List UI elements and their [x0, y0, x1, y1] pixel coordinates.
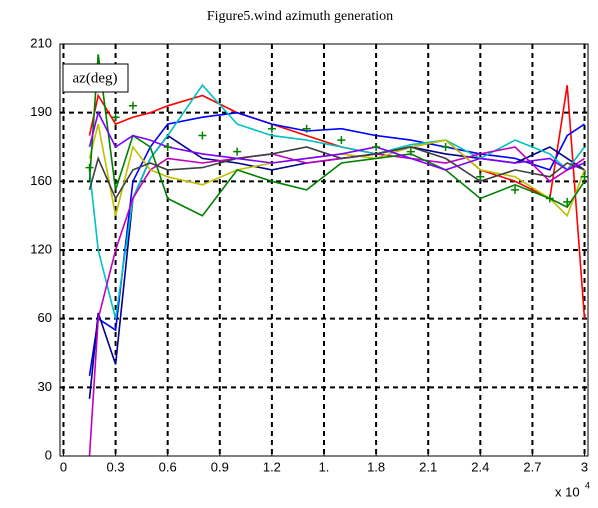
y-tick-label: 190	[30, 104, 52, 119]
x-tick-label: 0.9	[211, 459, 229, 474]
marker	[128, 101, 137, 110]
y-tick-label: 210	[30, 35, 52, 50]
marker	[580, 172, 588, 181]
y-tick-label: 60	[38, 310, 52, 325]
series-line	[88, 146, 585, 456]
marker	[267, 124, 276, 133]
marker	[545, 194, 554, 203]
x-tick-label: 0.6	[159, 459, 177, 474]
marker	[198, 131, 207, 140]
y-tick-label: 120	[30, 241, 52, 256]
marker	[372, 143, 381, 151]
x-tick-label: 2.1	[419, 459, 437, 474]
marker	[441, 143, 450, 151]
y-tick-label: 160	[30, 173, 52, 188]
marker	[337, 136, 346, 145]
annotation-box	[62, 63, 129, 93]
marker	[511, 185, 520, 194]
x-tick-label: 2.7	[523, 459, 541, 474]
x-tick-label: 0	[60, 459, 67, 474]
plot-frame	[59, 43, 589, 457]
marker	[563, 197, 572, 206]
annotation: az(deg)	[73, 70, 118, 86]
marker	[302, 124, 311, 133]
x-tick-label: 0.3	[107, 459, 125, 474]
marker	[163, 143, 172, 151]
y-tick-label: 30	[38, 379, 52, 394]
marker	[476, 172, 485, 181]
x-tick-label: 1.2	[263, 459, 281, 474]
x-multiplier: x 10	[555, 484, 580, 499]
marker	[111, 113, 120, 122]
x-multiplier-exponent: 4	[585, 480, 590, 490]
chart-title: Figure5.wind azimuth generation	[207, 9, 393, 24]
series-line	[88, 110, 585, 171]
series-line	[88, 146, 585, 201]
x-tick-label: 1.8	[367, 459, 385, 474]
series-line	[88, 85, 586, 319]
series-group	[85, 54, 588, 456]
x-tick-label: 3	[581, 459, 588, 474]
marker	[233, 147, 242, 156]
marker	[85, 163, 94, 172]
y-tick-label: 0	[45, 447, 52, 462]
x-tick-label: 1.	[319, 459, 330, 474]
marker	[406, 147, 415, 156]
x-tick-label: 2.4	[471, 459, 489, 474]
